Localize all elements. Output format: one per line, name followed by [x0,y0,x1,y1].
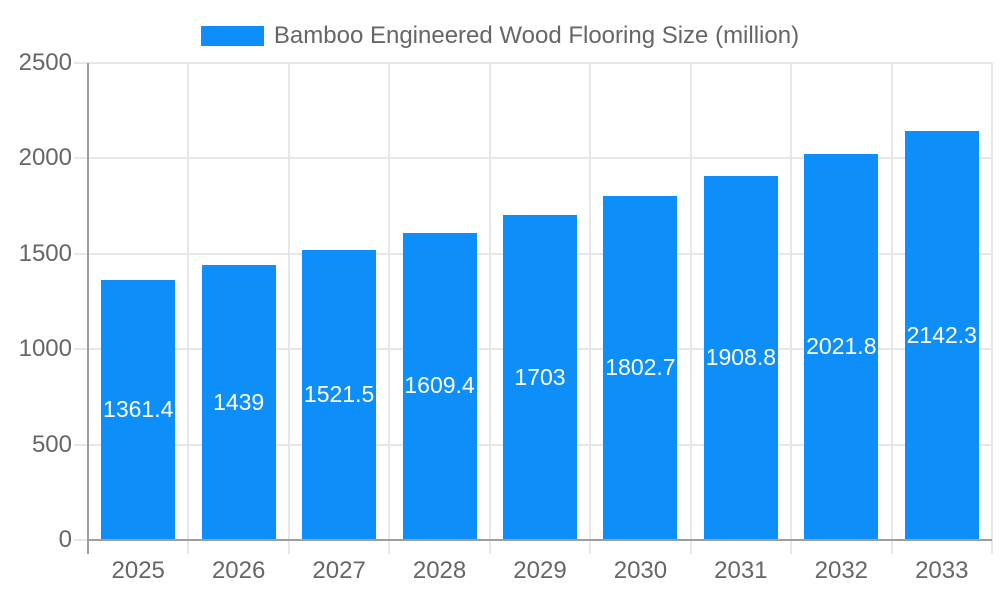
x-axis-tick-label: 2033 [915,557,969,584]
bar-value-label: 2021.8 [806,333,877,360]
gridline-vertical [890,63,893,554]
bar[interactable]: 1521.5 [302,249,377,539]
x-axis-tick-label: 2026 [211,557,266,584]
x-axis-tick-label: 2031 [714,557,768,584]
x-axis-line [88,539,992,541]
gridline-vertical [388,63,391,554]
bar-value-label: 2142.3 [906,321,977,348]
bar-value-label: 1521.5 [303,380,375,407]
legend: Bamboo Engineered Wood Flooring Size (mi… [0,23,1000,49]
gridline-vertical [689,63,692,554]
x-axis-tick-label: 2027 [312,557,366,584]
x-axis-tick-label: 2025 [111,557,165,584]
bar-value-label: 1908.8 [705,343,777,370]
gridline-vertical [488,63,491,554]
bar[interactable]: 2021.8 [804,154,879,539]
bar[interactable]: 1609.4 [402,232,477,539]
y-axis-tick-label: 1500 [18,239,72,267]
bar-value-label: 1703 [514,363,566,390]
y-axis-tick-label: 500 [31,430,72,458]
legend-swatch [200,26,264,46]
y-axis-line [87,63,89,554]
y-axis-tick-label: 2500 [18,49,72,76]
bar-value-label: 1609.4 [404,372,475,399]
gridline-vertical [991,63,993,554]
bar[interactable]: 1439 [201,265,276,539]
gridline-horizontal [74,62,992,64]
bar[interactable]: 1908.8 [703,175,778,539]
x-axis-tick-label: 2030 [613,557,668,584]
bar[interactable]: 1361.4 [101,280,176,539]
legend-label: Bamboo Engineered Wood Flooring Size (mi… [273,22,800,49]
bar[interactable]: 2142.3 [904,131,979,539]
bar[interactable]: 1703 [503,215,577,539]
y-axis-tick-label: 1000 [18,335,72,363]
y-axis-tick-label: 2000 [18,144,72,172]
gridline-vertical [790,63,793,554]
y-axis-tick-label: 0 [58,526,72,553]
gridline-vertical [287,63,290,554]
bar-value-label: 1361.4 [103,396,174,423]
bar-value-label: 1802.7 [605,354,676,380]
gridline-horizontal [74,157,992,160]
gridline-vertical [187,63,190,554]
bar-value-label: 1439 [213,388,265,415]
legend-item[interactable]: Bamboo Engineered Wood Flooring Size (mi… [200,22,800,49]
x-axis-tick-label: 2032 [814,557,869,584]
x-axis-tick-label: 2029 [513,557,567,584]
x-axis-tick-label: 2028 [412,557,467,584]
bar[interactable]: 1802.7 [603,196,678,539]
gridline-vertical [589,63,592,554]
